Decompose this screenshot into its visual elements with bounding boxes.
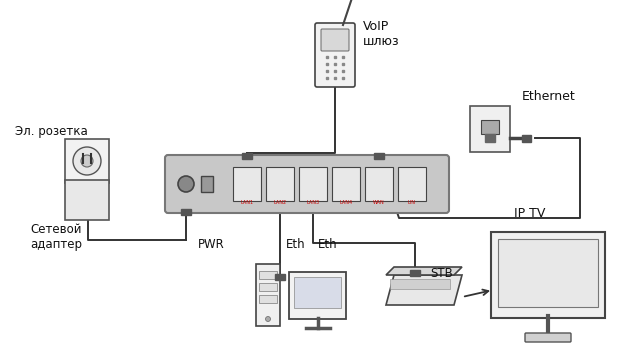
FancyBboxPatch shape xyxy=(289,272,346,319)
FancyBboxPatch shape xyxy=(165,155,449,213)
FancyBboxPatch shape xyxy=(491,232,605,318)
FancyBboxPatch shape xyxy=(65,180,109,220)
Text: LAN3: LAN3 xyxy=(307,200,320,205)
Text: IP TV: IP TV xyxy=(514,207,545,220)
FancyBboxPatch shape xyxy=(233,167,261,201)
Bar xyxy=(410,270,420,276)
FancyBboxPatch shape xyxy=(498,239,598,307)
Text: Сетевой
адаптер: Сетевой адаптер xyxy=(30,223,82,251)
Bar xyxy=(275,274,285,280)
FancyBboxPatch shape xyxy=(365,167,393,201)
FancyBboxPatch shape xyxy=(299,167,327,201)
Polygon shape xyxy=(386,275,462,305)
FancyBboxPatch shape xyxy=(321,29,349,51)
Circle shape xyxy=(81,155,93,167)
Bar xyxy=(522,135,531,142)
Text: VoIP
шлюз: VoIP шлюз xyxy=(363,20,399,48)
Text: WAN: WAN xyxy=(373,200,385,205)
FancyBboxPatch shape xyxy=(259,295,277,303)
Bar xyxy=(181,209,191,215)
FancyBboxPatch shape xyxy=(470,106,510,152)
FancyBboxPatch shape xyxy=(525,333,571,342)
Text: Эл. розетка: Эл. розетка xyxy=(15,125,88,138)
FancyBboxPatch shape xyxy=(256,264,280,326)
FancyBboxPatch shape xyxy=(294,277,341,307)
Bar xyxy=(485,134,495,142)
FancyBboxPatch shape xyxy=(259,283,277,291)
Text: LAN1: LAN1 xyxy=(241,200,254,205)
Text: LAN2: LAN2 xyxy=(274,200,287,205)
FancyBboxPatch shape xyxy=(390,279,450,289)
Text: LAN4: LAN4 xyxy=(340,200,353,205)
FancyBboxPatch shape xyxy=(481,120,499,134)
Bar xyxy=(374,153,384,159)
Text: PWR: PWR xyxy=(198,238,225,251)
Bar xyxy=(242,153,252,159)
FancyBboxPatch shape xyxy=(201,176,213,192)
Text: STB: STB xyxy=(430,267,453,280)
FancyBboxPatch shape xyxy=(315,23,355,87)
Text: Eth: Eth xyxy=(318,238,338,251)
Polygon shape xyxy=(386,267,462,275)
Circle shape xyxy=(178,176,194,192)
Circle shape xyxy=(73,147,101,175)
FancyBboxPatch shape xyxy=(266,167,294,201)
Circle shape xyxy=(266,316,271,321)
FancyBboxPatch shape xyxy=(65,139,109,183)
FancyBboxPatch shape xyxy=(259,271,277,279)
Text: LIN: LIN xyxy=(408,200,416,205)
Text: Ethernet: Ethernet xyxy=(522,90,576,103)
FancyBboxPatch shape xyxy=(398,167,426,201)
FancyBboxPatch shape xyxy=(332,167,360,201)
Text: Eth: Eth xyxy=(286,238,305,251)
